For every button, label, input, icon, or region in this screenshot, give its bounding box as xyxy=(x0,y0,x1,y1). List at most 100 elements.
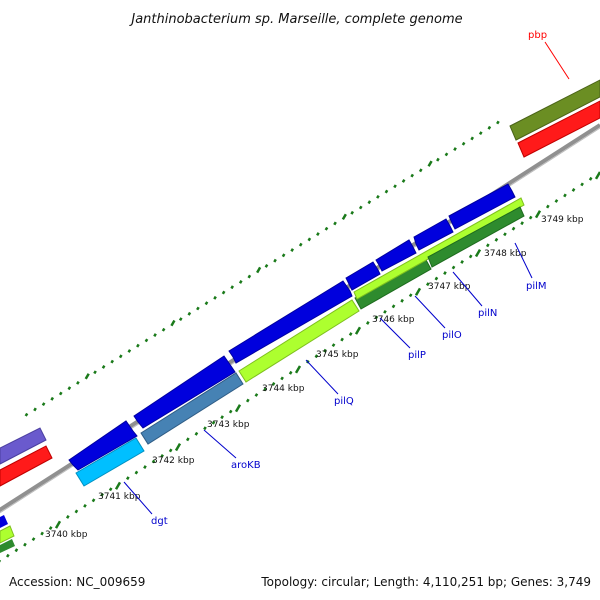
minor-tick xyxy=(161,327,166,332)
minor-tick xyxy=(238,279,243,284)
bottom-left-blue-cds[interactable] xyxy=(0,515,8,528)
minor-tick xyxy=(444,152,449,157)
minor-tick xyxy=(418,168,423,173)
minor-tick xyxy=(365,321,370,325)
minor-tick xyxy=(350,210,355,215)
pbp-cds-feature[interactable] xyxy=(517,100,600,158)
minor-tick xyxy=(194,431,199,436)
minor-tick xyxy=(247,274,252,279)
minor-tick xyxy=(461,141,466,146)
gene-label-dgt[interactable]: dgt xyxy=(151,516,168,527)
gene-label-pilN[interactable]: pilN xyxy=(478,308,497,319)
outer-tick-track xyxy=(24,120,500,417)
minor-tick xyxy=(50,396,55,401)
minor-tick xyxy=(478,131,483,136)
cog-lime-feature-2[interactable] xyxy=(353,197,525,300)
minor-tick xyxy=(367,200,372,205)
minor-tick xyxy=(358,205,363,210)
left-red-cds-feature[interactable] xyxy=(0,445,53,487)
gene-label-pilM[interactable]: pilM xyxy=(526,281,547,292)
ruler-label: 3746 kbp xyxy=(372,315,415,325)
feature-group-bottom-left xyxy=(0,515,15,553)
major-tick xyxy=(256,266,262,274)
leader-pbp xyxy=(544,41,570,80)
gene-label-pilP[interactable]: pilP xyxy=(408,350,426,361)
minor-tick xyxy=(245,398,250,403)
cds-aroKB[interactable] xyxy=(133,355,236,429)
bottom-left-lime-feature[interactable] xyxy=(0,525,15,544)
major-tick xyxy=(174,442,182,452)
gene-leaders xyxy=(123,41,570,515)
minor-tick xyxy=(314,354,319,359)
cds-dgt[interactable] xyxy=(68,420,138,471)
leader-pilQ xyxy=(305,359,339,395)
minor-tick xyxy=(203,426,207,431)
minor-tick xyxy=(58,391,63,396)
gene-label-pilQ[interactable]: pilQ xyxy=(334,396,354,407)
minor-tick xyxy=(374,315,379,320)
cog-lime-feature-1[interactable] xyxy=(238,299,360,383)
bottom-left-green-feature[interactable] xyxy=(0,539,15,553)
minor-tick xyxy=(487,125,492,130)
major-tick xyxy=(234,404,242,413)
gene-label-aroKB[interactable]: aroKB xyxy=(231,460,261,471)
minor-tick xyxy=(65,515,70,519)
cog-olive-feature[interactable] xyxy=(509,79,600,141)
major-tick xyxy=(341,213,347,221)
gene-labels: pbp pilM pilN pilO pilP pilQ aroKB dgt xyxy=(151,30,547,527)
cog-steel-feature[interactable] xyxy=(140,372,244,445)
cds-pilP[interactable] xyxy=(345,261,381,291)
accession-text: Accession: NC_009659 xyxy=(9,575,145,589)
leader-aroKB xyxy=(203,429,237,459)
map-title: Janthinobacterium sp. Marseille, complet… xyxy=(128,12,462,27)
minor-tick xyxy=(468,254,473,259)
leader-pilN xyxy=(452,271,483,307)
minor-tick xyxy=(134,470,139,475)
minor-tick xyxy=(434,276,439,281)
ruler-label: 3747 kbp xyxy=(428,282,471,292)
minor-tick xyxy=(91,498,96,503)
minor-tick xyxy=(494,237,499,242)
gene-label-pilO[interactable]: pilO xyxy=(442,330,462,341)
cds-track xyxy=(68,183,516,471)
feature-group-pbp xyxy=(509,79,600,158)
major-tick xyxy=(54,520,62,529)
ruler-label: 3743 kbp xyxy=(207,420,250,430)
leader-pilM xyxy=(514,242,533,279)
minor-tick xyxy=(460,260,464,264)
cds-pilO[interactable] xyxy=(375,239,417,272)
gene-label-pbp[interactable]: pbp xyxy=(528,30,547,41)
minor-tick xyxy=(298,242,303,247)
minor-tick xyxy=(376,194,380,199)
minor-tick xyxy=(288,370,293,375)
minor-tick xyxy=(187,311,192,316)
minor-tick xyxy=(271,382,276,386)
minor-tick xyxy=(323,348,327,353)
cog-green-feature-2[interactable] xyxy=(427,206,525,268)
minor-tick xyxy=(580,182,584,187)
minor-tick xyxy=(136,343,140,348)
minor-tick xyxy=(108,487,113,492)
cds-pilM[interactable] xyxy=(448,183,516,230)
minor-tick xyxy=(443,271,447,275)
minor-tick xyxy=(48,526,53,530)
minor-tick xyxy=(31,537,36,542)
minor-tick xyxy=(160,454,164,458)
leader-pilO xyxy=(414,295,446,329)
minor-tick xyxy=(76,380,80,385)
major-tick xyxy=(170,319,176,327)
ruler-label: 3749 kbp xyxy=(541,215,584,225)
minor-tick xyxy=(408,293,413,298)
minor-tick xyxy=(588,176,593,181)
cog-cyan-feature[interactable] xyxy=(75,437,145,487)
cds-pilN[interactable] xyxy=(413,218,454,251)
ruler-label: 3742 kbp xyxy=(152,456,195,466)
minor-tick xyxy=(101,365,106,369)
minor-tick xyxy=(213,295,217,300)
cog-purple-feature[interactable] xyxy=(0,427,47,465)
minor-tick xyxy=(5,553,10,558)
minor-tick xyxy=(204,301,209,306)
minor-tick xyxy=(410,173,415,178)
minor-tick xyxy=(340,337,344,342)
cds-pilQ[interactable] xyxy=(228,280,353,364)
